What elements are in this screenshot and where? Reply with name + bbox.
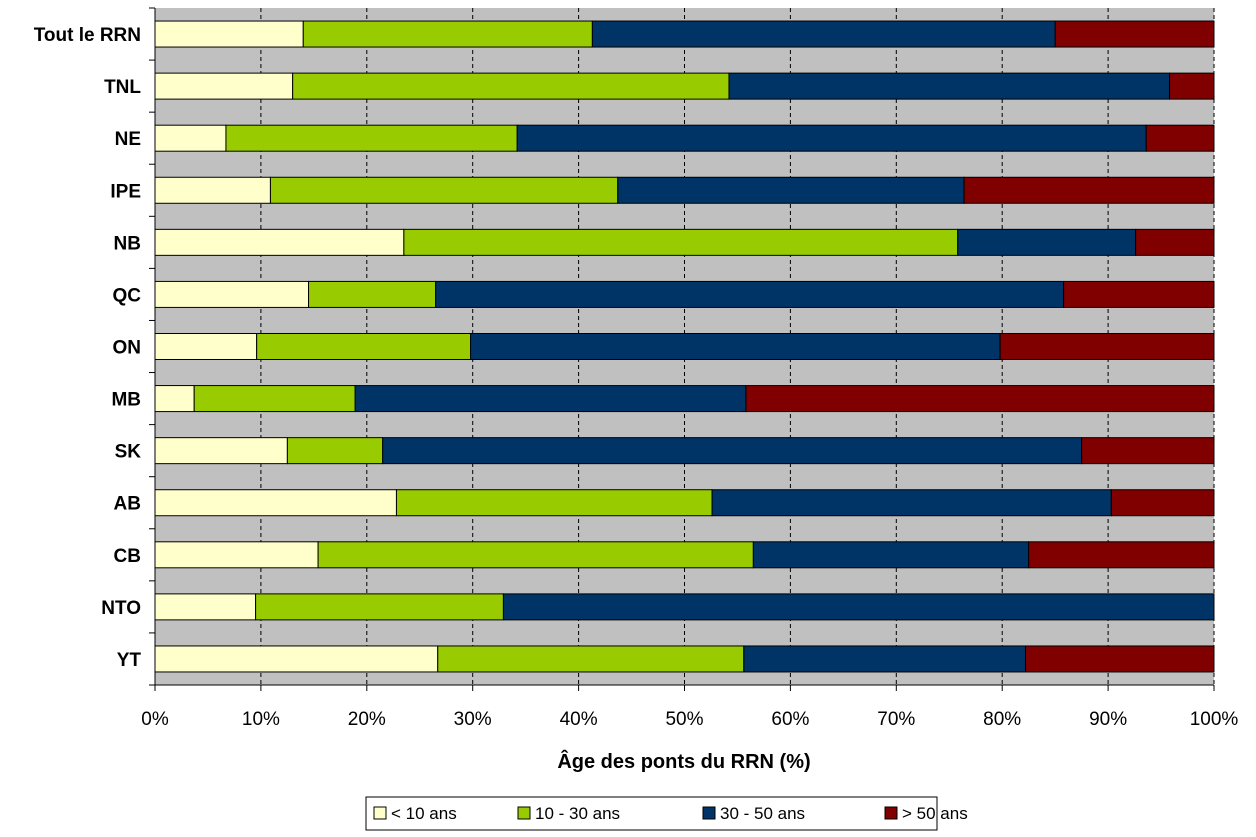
bar-segment bbox=[743, 645, 1026, 673]
legend: < 10 ans 10 - 30 ans 30 - 50 ans > 50 ans bbox=[365, 796, 968, 831]
legend-box bbox=[365, 796, 938, 831]
category-label: YT bbox=[117, 650, 142, 671]
legend-swatch bbox=[884, 806, 898, 820]
category-label: ON bbox=[113, 338, 142, 359]
legend-label: 30 - 50 ans bbox=[720, 804, 805, 823]
bar-segment bbox=[382, 437, 1083, 465]
bar-segment bbox=[435, 280, 1065, 308]
bar-segment bbox=[308, 280, 437, 308]
bar-segment bbox=[193, 385, 356, 413]
category-label: NE bbox=[115, 129, 141, 150]
bar-segment bbox=[154, 593, 257, 621]
bar-segment bbox=[395, 489, 713, 517]
legend-label: 10 - 30 ans bbox=[535, 804, 620, 823]
bar-segment bbox=[1110, 489, 1215, 517]
bar-segment bbox=[154, 72, 294, 100]
bar-segment bbox=[154, 333, 258, 360]
x-tick-label: 70% bbox=[877, 709, 915, 730]
x-tick-label: 10% bbox=[242, 709, 280, 730]
bar-segment bbox=[154, 20, 304, 48]
category-label: TNL bbox=[104, 77, 141, 98]
category-label: NTO bbox=[101, 598, 141, 619]
bar-segment bbox=[317, 541, 754, 569]
category-label: MB bbox=[111, 390, 141, 411]
x-tick-label: 0% bbox=[141, 709, 169, 730]
bar-segment bbox=[154, 437, 288, 465]
bar-segment bbox=[1081, 437, 1215, 465]
axes bbox=[149, 7, 1215, 691]
x-tick-label: 30% bbox=[454, 709, 492, 730]
bar-segment bbox=[617, 176, 965, 204]
x-tick-label: 20% bbox=[348, 709, 386, 730]
bar-segment bbox=[516, 124, 1147, 152]
bar-segment bbox=[269, 176, 619, 204]
category-label: Tout le RRN bbox=[34, 25, 141, 46]
bar-segment bbox=[1135, 228, 1215, 256]
category-label: QC bbox=[113, 285, 142, 306]
bar-segment bbox=[502, 593, 1215, 621]
legend-swatch bbox=[702, 806, 716, 820]
legend-swatch bbox=[373, 806, 387, 820]
bar-segment bbox=[752, 541, 1030, 569]
bar-segment bbox=[963, 176, 1215, 204]
bar-segment bbox=[154, 280, 310, 308]
bar-segment bbox=[255, 593, 504, 621]
bar-segment bbox=[354, 385, 747, 413]
bar-segment bbox=[711, 489, 1112, 517]
bar-segment bbox=[437, 645, 745, 673]
bar-segment bbox=[154, 645, 439, 673]
x-tick-label: 80% bbox=[983, 709, 1021, 730]
bar-segment bbox=[154, 228, 405, 256]
bar-segment bbox=[154, 541, 319, 569]
x-tick-label: 50% bbox=[665, 709, 703, 730]
x-tick-label: 40% bbox=[560, 709, 598, 730]
bar-segment bbox=[1028, 541, 1215, 569]
category-label: NB bbox=[114, 233, 141, 254]
category-label: SK bbox=[115, 442, 142, 463]
bar-segment bbox=[302, 20, 593, 48]
x-tick-label: 90% bbox=[1089, 709, 1127, 730]
bar-segment bbox=[154, 385, 195, 413]
bar-segment bbox=[256, 333, 472, 360]
legend-label: < 10 ans bbox=[391, 804, 457, 823]
bar-segment bbox=[292, 72, 730, 100]
category-label: CB bbox=[114, 546, 141, 567]
bar-segment bbox=[286, 437, 384, 465]
bar-segment bbox=[1024, 645, 1215, 673]
bar-segment bbox=[745, 385, 1215, 413]
bar-segment bbox=[1169, 72, 1215, 100]
x-tick-label: 60% bbox=[771, 709, 809, 730]
bars bbox=[154, 20, 1215, 673]
bar-segment bbox=[403, 228, 959, 256]
category-label: AB bbox=[114, 494, 141, 515]
bar-segment bbox=[225, 124, 518, 152]
bar-segment bbox=[999, 333, 1215, 360]
bar-segment bbox=[591, 20, 1056, 48]
x-tick-label: 100% bbox=[1190, 709, 1239, 730]
legend-label: > 50 ans bbox=[902, 804, 968, 823]
bar-segment bbox=[154, 176, 271, 204]
bar-segment bbox=[154, 489, 397, 517]
bar-segment bbox=[1063, 280, 1215, 308]
category-labels: Tout le RRN TNL NE IPE NB QC ON MB SK AB CB NTO YT bbox=[34, 25, 142, 671]
x-tick-labels: 0% 10% 20% 30% 40% 50% 60% 70% 80% 90% 100% bbox=[141, 709, 1238, 730]
category-label: IPE bbox=[110, 181, 141, 202]
bar-segment bbox=[1145, 124, 1215, 152]
legend-swatch bbox=[517, 806, 531, 820]
bar-segment bbox=[957, 228, 1137, 256]
bar-segment bbox=[154, 124, 227, 152]
x-axis-title: Âge des ponts du RRN (%) bbox=[557, 749, 810, 773]
bar-segment bbox=[1054, 20, 1215, 48]
bar-segment bbox=[728, 72, 1171, 100]
bar-segment bbox=[470, 333, 1001, 360]
